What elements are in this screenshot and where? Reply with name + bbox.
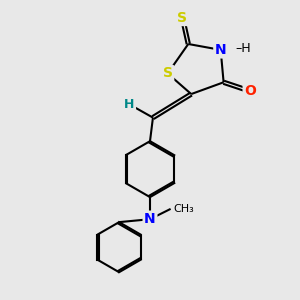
Text: N: N [215,43,226,57]
Text: O: O [244,84,256,98]
Text: CH₃: CH₃ [173,204,194,214]
Text: S: S [163,66,173,80]
Text: S: S [177,11,188,25]
Text: H: H [124,98,135,111]
Text: –H: –H [236,42,251,55]
Text: N: N [144,212,156,226]
